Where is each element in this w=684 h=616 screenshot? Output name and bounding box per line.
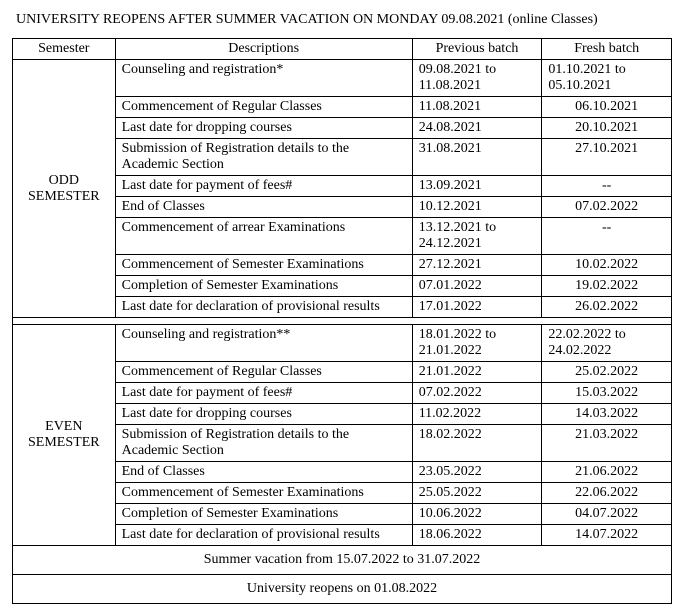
academic-calendar-table: Semester Descriptions Previous batch Fre… bbox=[12, 38, 672, 604]
cell-prev: 18.02.2022 bbox=[412, 425, 542, 462]
cell-desc: Commencement of arrear Examinations bbox=[115, 218, 412, 255]
cell-prev: 31.08.2021 bbox=[412, 139, 542, 176]
cell-desc: Commencement of Semester Examinations bbox=[115, 255, 412, 276]
cell-desc: Submission of Registration details to th… bbox=[115, 139, 412, 176]
page-title: UNIVERSITY REOPENS AFTER SUMMER VACATION… bbox=[16, 12, 672, 28]
cell-fresh: 07.02.2022 bbox=[542, 197, 672, 218]
cell-fresh: 04.07.2022 bbox=[542, 504, 672, 525]
cell-fresh: 15.03.2022 bbox=[542, 383, 672, 404]
cell-fresh: -- bbox=[542, 176, 672, 197]
semester-spacer bbox=[13, 318, 672, 325]
cell-prev: 11.02.2022 bbox=[412, 404, 542, 425]
cell-desc: Submission of Registration details to th… bbox=[115, 425, 412, 462]
cell-fresh: 21.06.2022 bbox=[542, 462, 672, 483]
cell-desc: End of Classes bbox=[115, 462, 412, 483]
cell-prev: 13.12.2021 to 24.12.2021 bbox=[412, 218, 542, 255]
table-row: EVEN SEMESTER Counseling and registratio… bbox=[13, 325, 672, 362]
cell-desc: Last date for payment of fees# bbox=[115, 383, 412, 404]
cell-fresh: 21.03.2022 bbox=[542, 425, 672, 462]
cell-fresh: 22.02.2022 to 24.02.2022 bbox=[542, 325, 672, 362]
cell-prev: 10.06.2022 bbox=[412, 504, 542, 525]
cell-fresh: 22.06.2022 bbox=[542, 483, 672, 504]
header-semester: Semester bbox=[13, 39, 116, 60]
footer-reopen-row: University reopens on 01.08.2022 bbox=[13, 575, 672, 604]
cell-prev: 13.09.2021 bbox=[412, 176, 542, 197]
cell-fresh: 20.10.2021 bbox=[542, 118, 672, 139]
cell-fresh: 10.02.2022 bbox=[542, 255, 672, 276]
footer-vacation-row: Summer vacation from 15.07.2022 to 31.07… bbox=[13, 546, 672, 575]
cell-desc: Last date for dropping courses bbox=[115, 404, 412, 425]
cell-prev: 25.05.2022 bbox=[412, 483, 542, 504]
cell-prev: 07.01.2022 bbox=[412, 276, 542, 297]
cell-prev: 18.01.2022 to 21.01.2022 bbox=[412, 325, 542, 362]
cell-desc: Last date for payment of fees# bbox=[115, 176, 412, 197]
cell-fresh: -- bbox=[542, 218, 672, 255]
cell-desc: Commencement of Regular Classes bbox=[115, 97, 412, 118]
cell-fresh: 19.02.2022 bbox=[542, 276, 672, 297]
cell-prev: 11.08.2021 bbox=[412, 97, 542, 118]
cell-prev: 24.08.2021 bbox=[412, 118, 542, 139]
header-fresh: Fresh batch bbox=[542, 39, 672, 60]
cell-fresh: 25.02.2022 bbox=[542, 362, 672, 383]
cell-desc: Last date for declaration of provisional… bbox=[115, 297, 412, 318]
cell-fresh: 14.03.2022 bbox=[542, 404, 672, 425]
cell-desc: Commencement of Regular Classes bbox=[115, 362, 412, 383]
table-row: ODD SEMESTER Counseling and registration… bbox=[13, 60, 672, 97]
cell-desc: End of Classes bbox=[115, 197, 412, 218]
cell-desc: Counseling and registration* bbox=[115, 60, 412, 97]
cell-prev: 09.08.2021 to 11.08.2021 bbox=[412, 60, 542, 97]
cell-desc: Commencement of Semester Examinations bbox=[115, 483, 412, 504]
cell-desc: Completion of Semester Examinations bbox=[115, 504, 412, 525]
cell-prev: 07.02.2022 bbox=[412, 383, 542, 404]
cell-prev: 18.06.2022 bbox=[412, 525, 542, 546]
cell-fresh: 14.07.2022 bbox=[542, 525, 672, 546]
cell-prev: 23.05.2022 bbox=[412, 462, 542, 483]
cell-fresh: 06.10.2021 bbox=[542, 97, 672, 118]
cell-desc: Last date for declaration of provisional… bbox=[115, 525, 412, 546]
cell-fresh: 26.02.2022 bbox=[542, 297, 672, 318]
cell-prev: 27.12.2021 bbox=[412, 255, 542, 276]
odd-semester-label: ODD SEMESTER bbox=[13, 60, 116, 318]
cell-desc: Completion of Semester Examinations bbox=[115, 276, 412, 297]
cell-prev: 17.01.2022 bbox=[412, 297, 542, 318]
cell-fresh: 27.10.2021 bbox=[542, 139, 672, 176]
cell-prev: 21.01.2022 bbox=[412, 362, 542, 383]
header-descriptions: Descriptions bbox=[115, 39, 412, 60]
cell-desc: Last date for dropping courses bbox=[115, 118, 412, 139]
header-previous: Previous batch bbox=[412, 39, 542, 60]
header-row: Semester Descriptions Previous batch Fre… bbox=[13, 39, 672, 60]
cell-prev: 10.12.2021 bbox=[412, 197, 542, 218]
footer-vacation: Summer vacation from 15.07.2022 to 31.07… bbox=[13, 546, 672, 575]
even-semester-label: EVEN SEMESTER bbox=[13, 325, 116, 546]
footer-reopen: University reopens on 01.08.2022 bbox=[13, 575, 672, 604]
cell-desc: Counseling and registration** bbox=[115, 325, 412, 362]
cell-fresh: 01.10.2021 to 05.10.2021 bbox=[542, 60, 672, 97]
